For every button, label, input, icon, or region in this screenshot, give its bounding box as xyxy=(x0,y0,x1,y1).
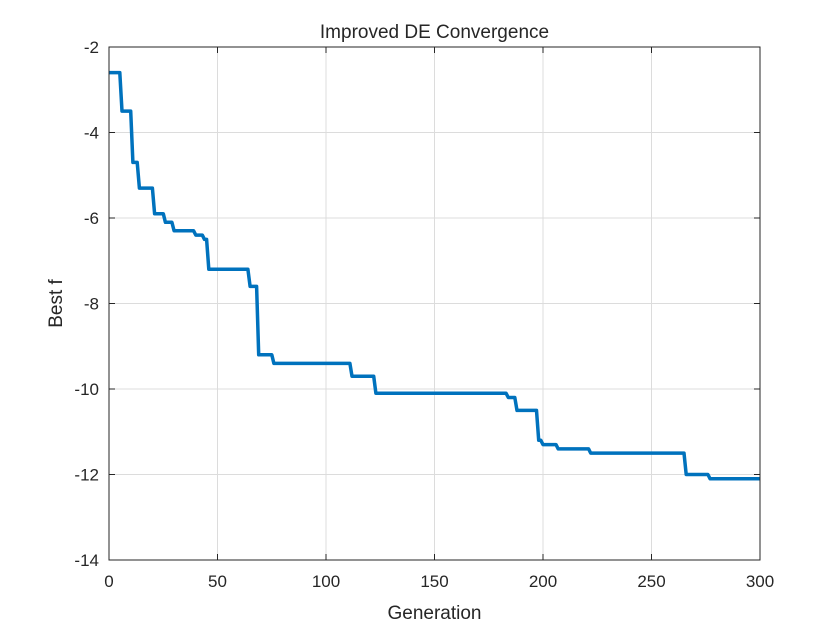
y-tick-label: -2 xyxy=(84,38,99,57)
x-tick-label: 0 xyxy=(104,572,113,591)
y-tick-label: -8 xyxy=(84,295,99,314)
y-tick-label: -14 xyxy=(74,551,99,570)
tick-marks xyxy=(108,46,761,561)
y-axis-label: Best f xyxy=(46,278,67,327)
x-tick-label: 300 xyxy=(746,572,774,591)
x-tick-label: 200 xyxy=(529,572,557,591)
x-tick-label: 100 xyxy=(312,572,340,591)
series-line xyxy=(109,70,760,481)
x-tick-label: 50 xyxy=(208,572,227,591)
y-tick-label: -12 xyxy=(74,466,99,485)
chart-title: Improved DE Convergence xyxy=(320,22,549,43)
y-tick-label: -10 xyxy=(74,380,99,399)
y-tick-label: -4 xyxy=(84,124,99,143)
tick-labels: 0 50 100 150 200 250 300 -14 -12 -10 -8 -6 -4 -2 xyxy=(74,38,774,591)
x-tick-label: 150 xyxy=(420,572,448,591)
data-layer xyxy=(109,70,760,481)
y-tick-label: -6 xyxy=(84,209,99,228)
x-tick-label: 250 xyxy=(637,572,665,591)
x-axis-label: Generation xyxy=(387,603,481,624)
